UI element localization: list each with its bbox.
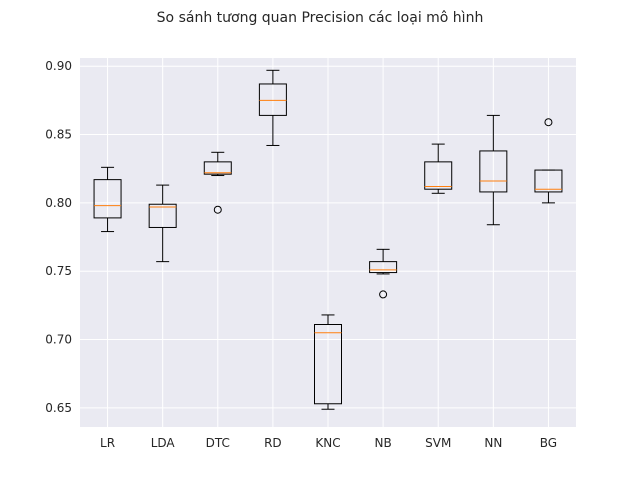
box-body — [203, 161, 232, 175]
box-body — [314, 324, 342, 405]
x-tick-label: BG — [540, 436, 557, 450]
y-tick-label: 0.65 — [45, 401, 72, 415]
box-rd — [258, 69, 287, 146]
x-tick-label: LDA — [151, 436, 176, 450]
box-layer — [93, 69, 563, 410]
box-lda — [148, 184, 177, 263]
x-tick-label: NN — [484, 436, 502, 450]
box-nb — [369, 248, 398, 299]
outlier-point — [379, 290, 388, 299]
y-tick-label: 0.80 — [45, 196, 72, 210]
box-body — [93, 179, 122, 219]
x-tick-label: SVM — [425, 436, 451, 450]
y-axis: 0.65 0.70 0.75 0.80 0.85 0.90 — [45, 59, 72, 415]
chart-title: So sánh tương quan Precision các loại mô… — [157, 10, 484, 26]
box-body — [369, 261, 398, 274]
x-tick-label: NB — [375, 436, 392, 450]
box-knc — [314, 314, 342, 410]
box-body — [479, 150, 508, 193]
x-tick-label: DTC — [206, 436, 230, 450]
box-lr — [93, 166, 122, 233]
grid-layer — [80, 58, 576, 427]
y-tick-label: 0.90 — [45, 59, 72, 73]
y-tick-label: 0.85 — [45, 128, 72, 142]
x-axis: LR LDA DTC RD KNC NB SVM NN BG — [100, 436, 557, 450]
y-tick-label: 0.70 — [45, 333, 72, 347]
box-nn — [479, 114, 508, 226]
box-body — [534, 169, 563, 193]
box-dtc — [203, 151, 232, 214]
outlier-point — [544, 118, 553, 127]
outlier-point — [213, 205, 222, 214]
box-body — [148, 203, 177, 228]
x-tick-label: LR — [100, 436, 115, 450]
x-tick-label: RD — [264, 436, 282, 450]
x-tick-label: KNC — [315, 436, 340, 450]
box-body — [258, 83, 287, 116]
box-body — [424, 161, 453, 190]
y-tick-label: 0.75 — [45, 264, 72, 278]
box-svm — [424, 143, 453, 194]
box-bg — [534, 118, 563, 204]
